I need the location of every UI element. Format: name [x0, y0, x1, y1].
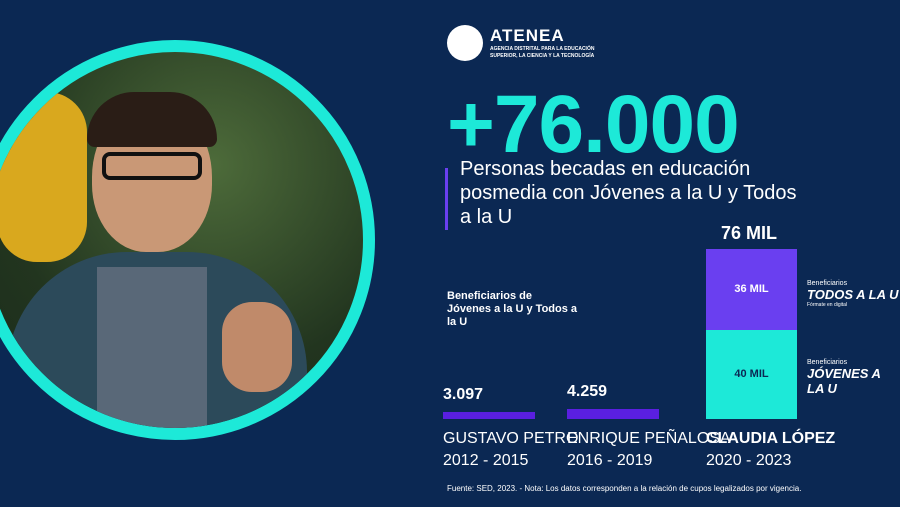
headline-number: +76.000: [447, 79, 740, 170]
hair: [87, 92, 217, 147]
jovenes-brand: Beneficiarios JÓVENES A LA U: [807, 359, 900, 396]
stack-segment-0: [706, 329, 797, 419]
student-photo: [0, 40, 375, 440]
brand-prefix: Beneficiarios: [807, 359, 848, 366]
bar-1: [567, 409, 659, 419]
brand-name: JÓVENES A LA U: [807, 366, 881, 396]
logo-name: ATENEA: [490, 26, 565, 45]
category-name: GUSTAVO PETRO: [443, 430, 579, 447]
brand-prefix: Beneficiarios: [807, 280, 848, 287]
stack-segment-1: [706, 249, 797, 330]
category-name: CLAUDIA LÓPEZ: [706, 430, 836, 447]
sculpture: [0, 92, 87, 262]
value-label: 4.259: [567, 383, 608, 401]
atenea-logo-icon: [447, 25, 483, 61]
segment-label: 40 MIL: [734, 368, 769, 381]
bar-0: [443, 412, 535, 419]
todos-brand: Beneficiarios TODOS A LA U Fórmate en di…: [807, 280, 898, 308]
logo-subtitle: AGENCIA DISTRITAL PARA LA EDUCACIÓN: [490, 46, 595, 52]
logo-subtitle: SUPERIOR, LA CIENCIA Y LA TECNOLOGÍA: [490, 53, 595, 59]
accent-line: [445, 168, 448, 230]
category-name: ENRIQUE PEÑALOSA: [567, 430, 731, 447]
chart-title: Beneficiarios de Jóvenes a la U y Todos …: [447, 290, 578, 328]
thumbs-up: [222, 302, 292, 392]
shirt: [97, 267, 207, 428]
segment-label: 36 MIL: [734, 283, 769, 296]
category-period: 2012 - 2015: [443, 452, 529, 469]
category-period: 2016 - 2019: [567, 452, 653, 469]
glasses: [102, 152, 202, 180]
value-label: 3.097: [443, 386, 484, 404]
brand-name: TODOS A LA U: [807, 287, 899, 302]
brand-tag: Fórmate en digital: [807, 302, 848, 308]
category-period: 2020 - 2023: [706, 452, 792, 469]
value-label: 76 MIL: [721, 223, 778, 243]
footer-note: Fuente: SED, 2023. - Nota: Los datos cor…: [447, 484, 802, 493]
subtitle: Personas becadas en educación posmedia c…: [460, 158, 797, 228]
